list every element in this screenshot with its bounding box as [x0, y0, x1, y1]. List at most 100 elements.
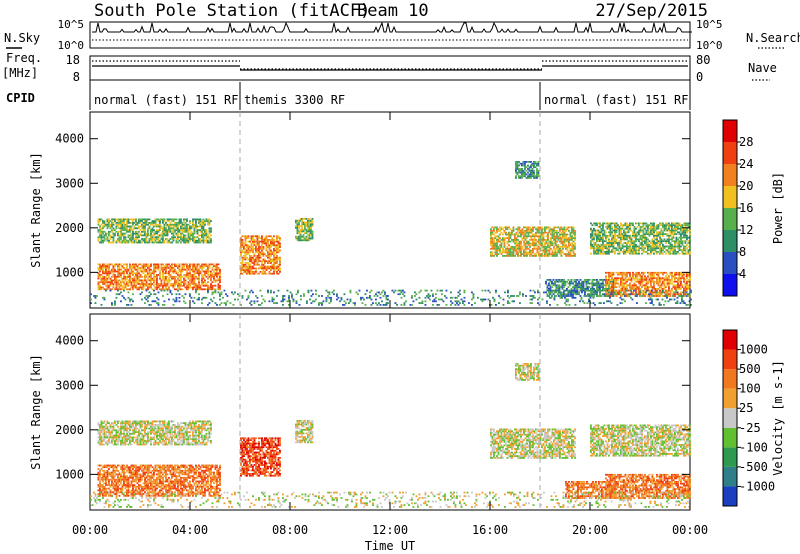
range-cell — [557, 279, 559, 281]
range-cell — [132, 272, 134, 275]
range-cell — [668, 226, 670, 228]
range-cell — [165, 263, 167, 266]
range-cell — [684, 251, 687, 253]
range-cell — [106, 265, 109, 267]
range-cell — [689, 273, 691, 276]
range-cell — [150, 275, 152, 278]
range-cell — [156, 265, 158, 267]
range-cell — [653, 286, 655, 288]
range-cell — [253, 262, 256, 264]
range-cell — [166, 272, 169, 275]
range-cell — [123, 296, 125, 299]
range-cell — [135, 241, 137, 244]
range-cell — [657, 245, 660, 248]
range-cell — [310, 226, 312, 229]
range-cell — [681, 240, 684, 243]
range-cell — [270, 267, 272, 270]
range-cell — [193, 232, 196, 235]
range-cell — [568, 226, 570, 229]
range-cell — [181, 227, 184, 230]
range-cell — [656, 289, 658, 292]
range-cell — [665, 245, 667, 248]
range-cell — [136, 288, 139, 291]
range-cell — [153, 281, 155, 284]
range-cell — [100, 227, 103, 230]
range-cell — [160, 234, 163, 237]
range-cell — [186, 229, 188, 231]
range-cell — [262, 246, 265, 248]
range-cell — [189, 279, 191, 282]
range-cell — [549, 279, 552, 281]
range-cell — [594, 284, 597, 287]
range-cell — [204, 279, 206, 282]
cpid-segment-label: normal (fast) 151 RF — [544, 93, 689, 107]
range-cell — [296, 230, 299, 233]
range-cell — [162, 267, 164, 269]
range-cell — [273, 256, 275, 259]
range-cell — [559, 237, 561, 239]
range-cell — [258, 260, 260, 263]
range-cell — [253, 253, 256, 255]
range-cell — [163, 229, 166, 231]
range-cell — [611, 279, 613, 281]
range-cell — [159, 227, 161, 230]
range-cell — [687, 284, 690, 287]
range-cell — [669, 280, 672, 283]
range-cell — [669, 251, 672, 253]
range-cell — [111, 279, 113, 282]
range-cell — [232, 304, 235, 306]
range-cell — [669, 273, 672, 276]
range-cell — [521, 162, 523, 165]
range-cell — [494, 242, 497, 245]
range-cell — [535, 255, 537, 257]
range-cell — [584, 291, 586, 294]
range-cell — [517, 235, 519, 238]
range-cell — [103, 277, 106, 280]
range-cell — [590, 242, 592, 244]
range-cell — [535, 247, 537, 250]
range-cell — [208, 270, 211, 273]
range-cell — [303, 295, 305, 297]
range-cell — [295, 221, 297, 224]
range-cell — [566, 293, 568, 296]
range-cell — [249, 291, 251, 294]
range-cell — [296, 239, 299, 242]
range-cell — [618, 273, 621, 276]
range-cell — [162, 230, 164, 233]
range-cell — [497, 247, 500, 250]
range-cell — [124, 218, 127, 221]
range-cell — [102, 225, 104, 228]
range-cell — [493, 242, 495, 245]
range-cell — [532, 228, 534, 231]
range-cell — [552, 282, 555, 285]
range-cell — [296, 225, 299, 227]
range-cell — [496, 249, 498, 252]
range-cell — [308, 228, 311, 231]
range-cell — [259, 247, 262, 250]
range-cell — [556, 240, 558, 243]
range-cell — [663, 245, 666, 248]
range-cell — [93, 295, 95, 297]
range-cell — [662, 273, 664, 276]
range-cell — [633, 245, 636, 248]
range-cell — [138, 227, 140, 230]
range-cell — [253, 258, 256, 261]
range-cell — [520, 242, 522, 245]
range-cell — [611, 271, 613, 274]
range-cell — [608, 249, 610, 251]
range-cell — [109, 220, 112, 222]
range-cell — [627, 226, 630, 228]
range-cell — [178, 218, 181, 221]
range-cell — [112, 223, 115, 226]
range-cell — [612, 247, 615, 250]
range-cell — [614, 289, 616, 292]
range-cell — [210, 284, 212, 287]
range-cell — [659, 271, 661, 274]
range-cell — [552, 289, 555, 292]
range-cell — [177, 286, 179, 289]
range-cell — [112, 241, 115, 244]
range-cell — [659, 277, 661, 280]
range-cell — [177, 267, 179, 269]
range-cell — [519, 171, 522, 174]
range-cell — [202, 283, 205, 285]
